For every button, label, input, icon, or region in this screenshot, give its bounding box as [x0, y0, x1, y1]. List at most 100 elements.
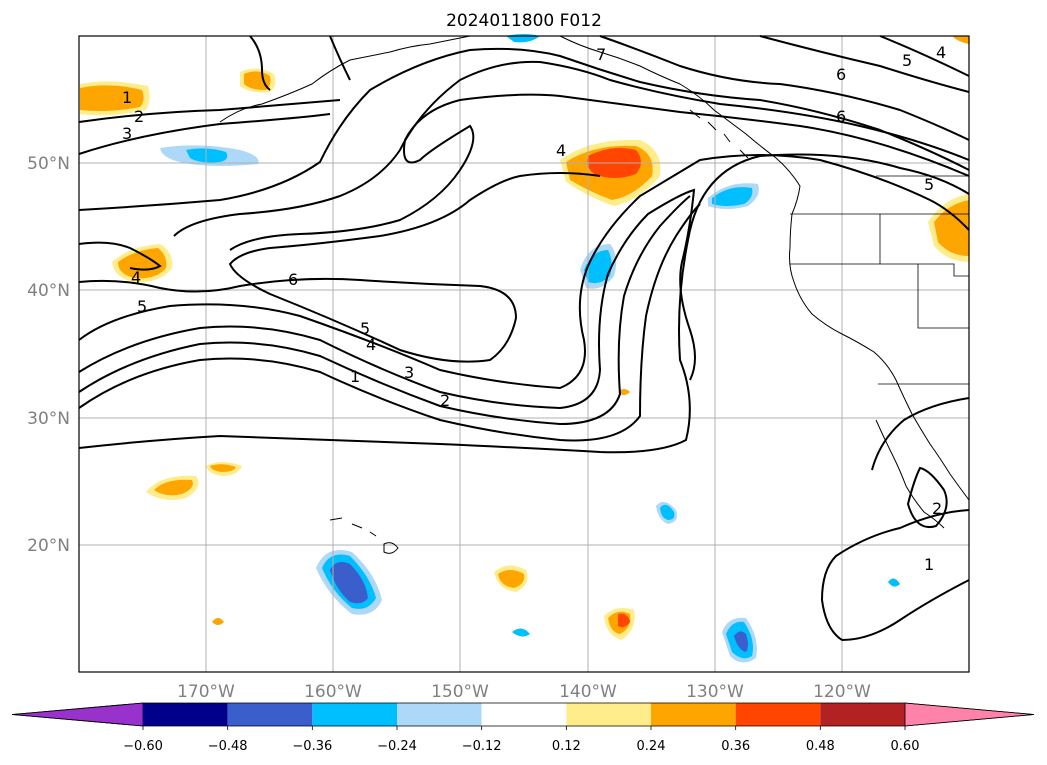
contour-label: 3	[122, 124, 132, 143]
positive-anomaly-region	[112, 244, 173, 283]
negative-anomaly-region	[708, 183, 759, 209]
lon-label-160w: 160°W	[304, 682, 362, 702]
map-background	[79, 36, 969, 672]
colorbar-tick-label: 0.36	[721, 739, 750, 754]
contour-line	[78, 47, 970, 211]
positive-anomaly-region	[212, 618, 224, 625]
lat-label-30n: 30°N	[27, 409, 70, 429]
contour-label: 7	[596, 45, 606, 64]
positive-anomaly-region	[494, 565, 528, 592]
contour-line	[759, 35, 970, 93]
contour-label: 5	[360, 319, 370, 338]
contour-line	[249, 35, 351, 91]
positive-anomaly-region	[618, 389, 630, 395]
contour-line	[820, 509, 970, 641]
lat-label-40n: 40°N	[27, 281, 70, 301]
contour-labels: 1 2 3 4 5 6 5 4 3 1 2 4 7 6 6 5 4 5 2 1	[122, 43, 946, 574]
colorbar-extend-high	[904, 702, 1035, 727]
colorbar-segment	[481, 703, 567, 726]
contour-line	[78, 172, 601, 363]
colorbar-segment	[820, 703, 905, 726]
contour-line	[871, 397, 970, 528]
contour-line	[173, 60, 970, 237]
colorbar-tick-label: 0.12	[552, 739, 581, 754]
colorbar: −0.60 −0.48 −0.36 −0.24 −0.12 0.12 0.24 0.36 0.4…	[11, 702, 1035, 754]
positive-anomaly-region	[146, 475, 199, 500]
positive-anomaly-region	[206, 462, 242, 476]
anomaly-shading	[80, 34, 969, 663]
graticule	[79, 36, 969, 672]
map-frame	[78, 35, 970, 673]
colorbar-segment	[143, 703, 228, 726]
lon-label-120w: 120°W	[813, 682, 871, 702]
lon-label-150w: 150°W	[431, 682, 489, 702]
lat-label-50n: 50°N	[27, 154, 70, 174]
alaska-peninsula-coast	[219, 35, 471, 123]
contour-line	[78, 153, 970, 454]
negative-anomaly-region	[722, 617, 757, 663]
contour-label: 6	[836, 107, 846, 126]
contour-label: 4	[556, 141, 566, 160]
contour-label: 2	[932, 499, 942, 518]
state-border	[917, 264, 969, 329]
contour-line	[78, 195, 691, 426]
contour-line	[78, 188, 696, 410]
longitude-labels: 170°W 160°W 150°W 140°W 130°W 120°W	[177, 682, 871, 702]
lat-label-20n: 20°N	[27, 536, 70, 556]
colorbar-segment	[735, 703, 821, 726]
contour-label: 4	[131, 268, 141, 287]
colorbar-tick-label: 0.60	[891, 739, 920, 754]
contour-label: 4	[366, 335, 376, 354]
colorbar-tick-label: −0.48	[208, 739, 248, 754]
colorbar-segment	[312, 703, 397, 726]
colorbar-segment	[227, 703, 313, 726]
contour-line	[78, 154, 970, 390]
colorbar-tick-label: −0.36	[292, 739, 332, 754]
positive-anomaly-region	[560, 139, 661, 206]
contour-lines	[78, 35, 970, 641]
contour-label: 6	[836, 65, 846, 84]
north-america-coast	[559, 35, 970, 501]
positive-anomaly-region	[604, 608, 635, 640]
contour-label: 1	[924, 555, 934, 574]
colorbar-tick-label: −0.60	[123, 739, 163, 754]
colorbar-segment	[397, 703, 482, 726]
latitude-labels: 50°N 40°N 30°N 20°N	[27, 154, 70, 556]
contour-label: 1	[122, 88, 132, 107]
colorbar-tick-label: −0.24	[377, 739, 417, 754]
contour-label: 5	[137, 297, 147, 316]
contour-label: 2	[134, 107, 144, 126]
lon-label-170w: 170°W	[177, 682, 235, 702]
colorbar-segments	[11, 702, 1035, 727]
negative-anomaly-region	[888, 578, 900, 587]
contour-label: 6	[288, 270, 298, 289]
lon-label-140w: 140°W	[559, 682, 617, 702]
contour-label: 5	[902, 51, 912, 70]
colorbar-tick-label: −0.12	[462, 739, 502, 754]
negative-anomaly-region	[512, 628, 530, 637]
colorbar-tick-label: 0.48	[806, 739, 835, 754]
map-title: 2024011800 F012	[446, 11, 602, 31]
contour-line	[78, 241, 162, 271]
contour-line	[599, 35, 970, 141]
colorbar-segment	[651, 703, 736, 726]
contour-label: 5	[924, 175, 934, 194]
lon-label-130w: 130°W	[686, 682, 744, 702]
hawaiian-islands	[329, 517, 399, 554]
negative-anomaly-region	[160, 145, 259, 166]
contour-label: 4	[936, 43, 946, 62]
contour-line	[229, 93, 970, 251]
contour-label: 1	[350, 367, 360, 386]
colorbar-extend-low	[11, 702, 144, 727]
colorbar-ticks: −0.60 −0.48 −0.36 −0.24 −0.12 0.12 0.24 0.36 0.4…	[123, 726, 919, 754]
state-border	[790, 263, 969, 277]
contour-line	[78, 203, 701, 442]
contour-label: 3	[404, 363, 414, 382]
negative-anomaly-region	[656, 501, 677, 524]
contour-label: 2	[440, 391, 450, 410]
contour-line	[78, 99, 341, 155]
map-panel: 1 2 3 4 5 6 5 4 3 1 2 4 7 6 6 5 4 5 2 1	[78, 34, 970, 673]
positive-anomaly-region	[952, 36, 969, 44]
colorbar-segment	[566, 703, 651, 726]
